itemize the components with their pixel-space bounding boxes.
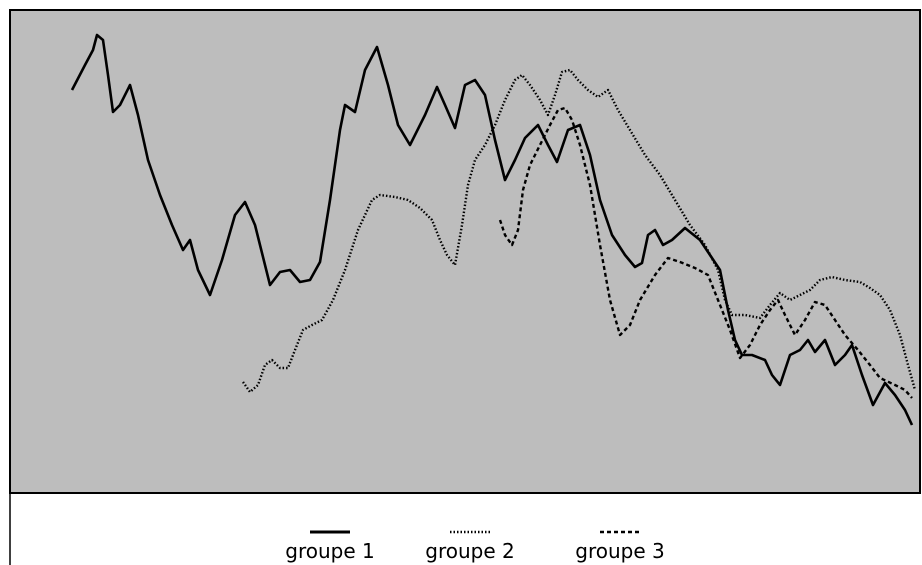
legend-label: groupe 2 xyxy=(425,539,514,563)
data-line xyxy=(498,106,913,399)
legend-label: groupe 3 xyxy=(575,539,664,563)
data-line xyxy=(70,33,914,426)
data-line xyxy=(242,68,917,394)
legend-label: groupe 1 xyxy=(285,539,374,563)
plot-area xyxy=(9,9,921,494)
